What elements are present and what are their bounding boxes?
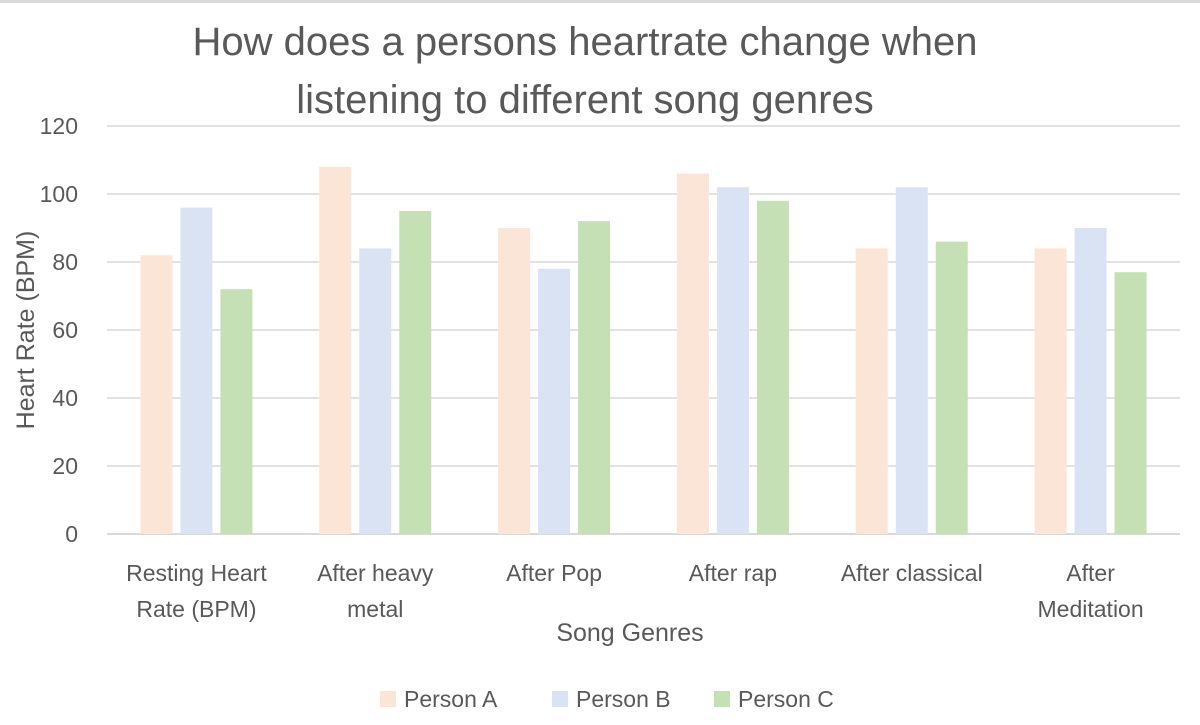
x-category-label: Meditation: [1038, 596, 1144, 622]
legend: Person A Person B Person C: [380, 686, 834, 712]
x-category-label: After Pop: [506, 560, 602, 586]
x-axis-title: Song Genres: [556, 619, 703, 647]
legend-label: Person B: [576, 686, 671, 712]
chart-title-line-2: listening to different song genres: [296, 78, 873, 122]
x-category-label: Resting Heart: [126, 560, 267, 586]
y-axis-ticks: 0 20 40 60 80 100 120: [40, 113, 78, 547]
y-tick-label: 80: [52, 249, 78, 275]
x-category-label: After heavy: [317, 560, 434, 586]
bar-chart: How does a persons heartrate change when…: [12, 20, 1180, 712]
bar-person-a: [855, 248, 888, 534]
bar-person-c: [935, 241, 968, 534]
legend-label: Person A: [404, 686, 498, 712]
x-category-label: metal: [347, 596, 403, 622]
chart-title-line-1: How does a persons heartrate change when: [193, 20, 978, 64]
bar-person-b: [895, 187, 928, 534]
bar-person-a: [498, 228, 531, 534]
bar-person-a: [676, 173, 709, 534]
bar-person-b: [359, 248, 392, 534]
bar-person-c: [756, 200, 789, 535]
bar-person-c: [399, 211, 432, 534]
bar-person-a: [1034, 248, 1067, 534]
x-axis-categories: Resting Heart Rate (BPM) After heavy metal A…: [126, 560, 1144, 622]
bar-person-b: [716, 187, 749, 534]
x-category-label: Rate (BPM): [136, 596, 256, 622]
bar-person-c: [578, 221, 611, 534]
bar-person-c: [1114, 272, 1147, 534]
y-axis-title: Heart Rate (BPM): [12, 231, 40, 430]
y-tick-label: 20: [52, 453, 78, 479]
y-tick-label: 120: [40, 113, 78, 139]
y-tick-label: 100: [40, 181, 78, 207]
x-category-label: After rap: [689, 560, 777, 586]
bars: [140, 166, 1147, 535]
gridlines: [107, 125, 1180, 535]
y-tick-label: 60: [52, 317, 78, 343]
bar-person-b: [1074, 228, 1107, 534]
chart-title: How does a persons heartrate change when…: [193, 20, 978, 122]
bar-person-a: [319, 166, 352, 535]
bar-person-c: [220, 289, 253, 534]
y-tick-label: 0: [65, 521, 78, 547]
legend-swatch: [380, 691, 396, 707]
bar-person-b: [538, 268, 571, 534]
x-category-label: After: [1066, 560, 1115, 586]
legend-label: Person C: [738, 686, 834, 712]
legend-swatch: [552, 691, 568, 707]
legend-swatch: [714, 691, 730, 707]
bar-person-b: [180, 207, 213, 534]
bar-person-a: [140, 255, 173, 534]
y-tick-label: 40: [52, 385, 78, 411]
x-category-label: After classical: [841, 560, 983, 586]
